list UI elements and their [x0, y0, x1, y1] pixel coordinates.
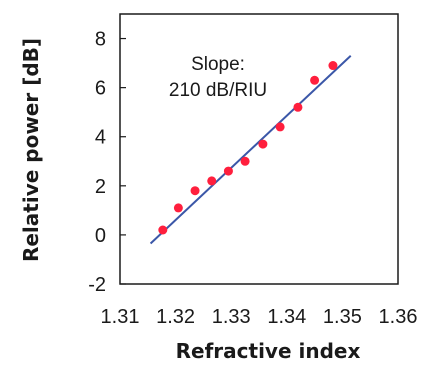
fit-line-group: [149, 54, 352, 245]
x-axis-ticks: 1.31 1.32 1.33 1.34 1.35 1.36: [101, 306, 418, 328]
y-tick-label: -2: [88, 274, 106, 296]
x-tick-label: 1.33: [212, 306, 251, 328]
y-axis-title: Relative power [dB]: [19, 38, 43, 262]
fit-line: [149, 54, 352, 245]
x-tick-label: 1.35: [323, 306, 362, 328]
annotation-slope-value: 210 dB/RIU: [169, 80, 267, 101]
data-point: [158, 225, 168, 235]
x-axis-title: Refractive index: [176, 339, 361, 363]
data-point: [258, 139, 268, 149]
plot-frame: [119, 13, 399, 285]
data-point: [223, 166, 233, 176]
y-tick-label: 0: [95, 225, 106, 247]
x-tick-label: 1.34: [267, 306, 306, 328]
data-point: [275, 122, 285, 132]
plot-area-border: [119, 13, 399, 285]
data-point: [173, 203, 183, 213]
data-point: [310, 75, 320, 85]
y-tick-label: 6: [95, 78, 106, 100]
y-tick-label: 8: [95, 29, 106, 51]
x-tick-label: 1.31: [101, 306, 140, 328]
y-tick-label: 2: [95, 176, 106, 198]
y-tick-label: 4: [95, 127, 106, 149]
data-point: [207, 176, 217, 186]
data-point: [240, 156, 250, 166]
annotation-slope-label: Slope:: [191, 54, 245, 75]
data-points: [158, 61, 338, 235]
y-axis-ticks: -2 0 2 4 6 8: [88, 29, 126, 296]
data-point: [328, 61, 338, 71]
data-point: [190, 186, 200, 196]
x-tick-label: 1.36: [379, 306, 418, 328]
data-point: [293, 102, 303, 112]
x-tick-label: 1.32: [156, 306, 195, 328]
